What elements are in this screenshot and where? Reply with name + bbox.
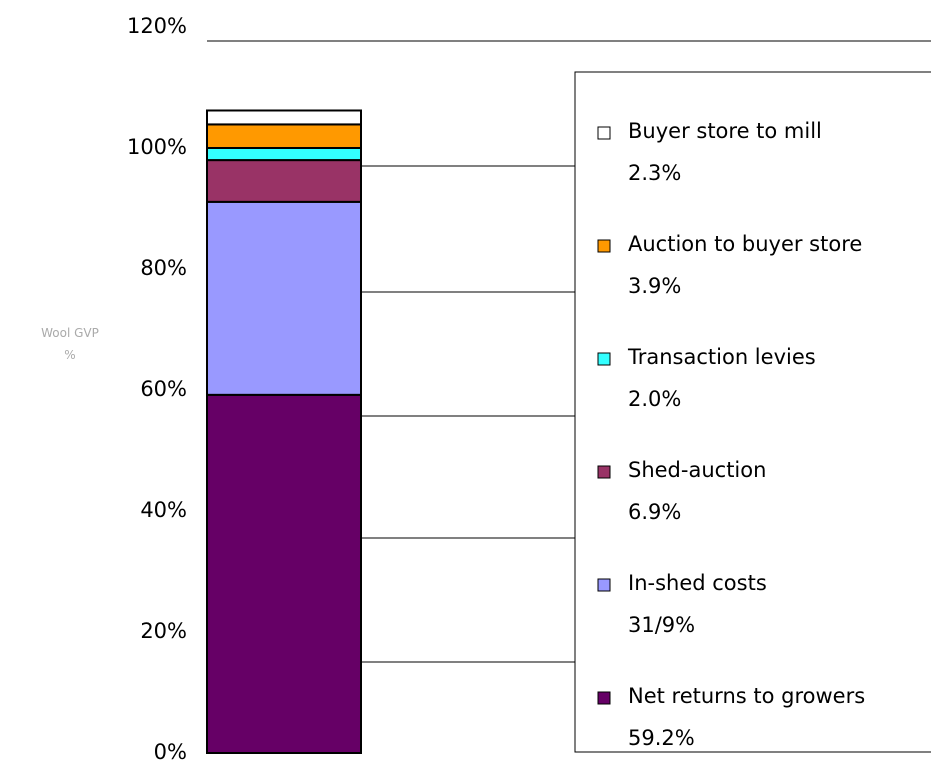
- data-label: 2.3%: [628, 161, 681, 185]
- legend-label: Shed-auction: [628, 458, 766, 482]
- legend-swatch: [597, 691, 611, 705]
- y-tick-label: 80%: [140, 256, 187, 280]
- y-tick-label: 20%: [140, 619, 187, 643]
- y-tick-label: 40%: [140, 498, 187, 522]
- legend-swatch: [597, 126, 611, 140]
- legend-swatch: [597, 465, 611, 479]
- legend-label: Auction to buyer store: [628, 232, 862, 256]
- data-label: 6.9%: [628, 500, 681, 524]
- leader-lines: [361, 165, 575, 663]
- data-label: 2.0%: [628, 387, 681, 411]
- bar-segment: [206, 159, 362, 203]
- y-tick-label: 100%: [127, 135, 187, 159]
- legend-label: Buyer store to mill: [628, 119, 822, 143]
- y-tick-label: 60%: [140, 377, 187, 401]
- legend-label: Transaction levies: [627, 345, 816, 369]
- bar-segment: [206, 200, 362, 396]
- bar-segment: [206, 147, 362, 162]
- data-label: 31/9%: [628, 613, 695, 637]
- y-axis-label: Wool GVP%: [41, 326, 99, 362]
- legend-swatch: [597, 578, 611, 592]
- bar-segment: [206, 123, 362, 149]
- legend-box: [574, 71, 931, 753]
- legend-swatch: [597, 352, 611, 366]
- bar-segment: [206, 393, 362, 754]
- data-label: 59.2%: [628, 726, 695, 750]
- legend-label: Net returns to growers: [628, 684, 865, 708]
- data-label: 3.9%: [628, 274, 681, 298]
- y-tick-label: 0%: [154, 740, 187, 764]
- legend-label: In-shed costs: [628, 571, 767, 595]
- bar-segment: [206, 109, 362, 126]
- y-tick-label: 120%: [127, 14, 187, 38]
- legend-swatch: [597, 239, 611, 253]
